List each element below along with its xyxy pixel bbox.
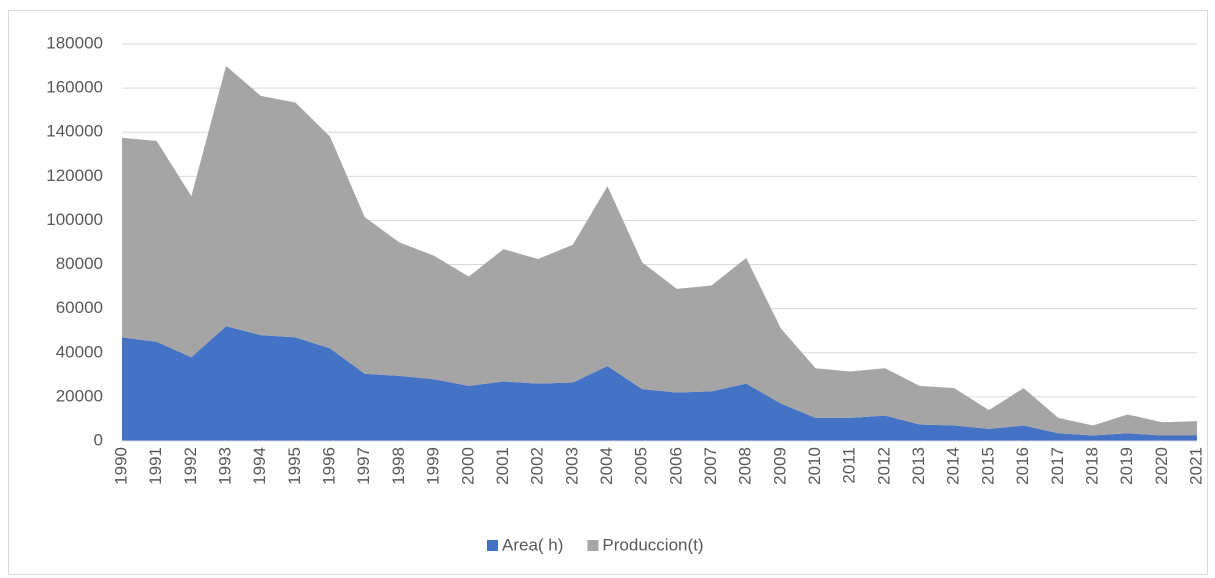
x-tick-label: 2010 — [805, 447, 824, 485]
x-tick-label: 2004 — [597, 447, 616, 485]
x-tick-label: 2021 — [1186, 447, 1205, 485]
y-tick-label: 60000 — [56, 298, 103, 317]
x-tick-label: 2020 — [1152, 447, 1171, 485]
x-tick-label: 1997 — [354, 447, 373, 485]
x-tick-label: 1993 — [216, 447, 235, 485]
x-tick-label: 1991 — [146, 447, 165, 485]
x-tick-label: 2001 — [493, 447, 512, 485]
y-tick-label: 80000 — [56, 254, 103, 273]
x-tick-label: 2012 — [874, 447, 893, 485]
y-tick-label: 120000 — [46, 166, 103, 185]
x-tick-label: 2016 — [1013, 447, 1032, 485]
x-tick-label: 2018 — [1082, 447, 1101, 485]
x-tick-label: 2009 — [770, 447, 789, 485]
x-tick-label: 2017 — [1048, 447, 1067, 485]
legend-swatch — [587, 540, 599, 551]
y-tick-label: 160000 — [46, 78, 103, 97]
x-tick-label: 2000 — [458, 447, 477, 485]
x-tick-label: 2003 — [562, 447, 581, 485]
x-tick-label: 2014 — [944, 447, 963, 485]
x-tick-label: 1995 — [285, 447, 304, 485]
x-tick-label: 1996 — [320, 447, 339, 485]
x-tick-label: 2008 — [736, 447, 755, 485]
x-tick-label: 1998 — [389, 447, 408, 485]
y-tick-label: 100000 — [46, 210, 103, 229]
x-tick-label: 1999 — [424, 447, 443, 485]
x-tick-label: 2005 — [632, 447, 651, 485]
y-tick-label: 40000 — [56, 342, 103, 361]
y-tick-label: 20000 — [56, 386, 103, 405]
y-tick-label: 180000 — [46, 33, 103, 52]
x-tick-label: 2011 — [840, 447, 859, 484]
area — [122, 326, 1197, 441]
legend-label: Produccion(t) — [602, 535, 703, 554]
y-tick-label: 140000 — [46, 122, 103, 141]
x-tick-label: 2013 — [909, 447, 928, 485]
x-tick-label: 2006 — [666, 447, 685, 485]
x-tick-label: 2015 — [978, 447, 997, 485]
x-tick-label: 1990 — [111, 447, 130, 485]
legend-swatch — [487, 540, 498, 551]
area — [122, 66, 1197, 436]
x-tick-label: 2019 — [1117, 447, 1136, 485]
x-tick-label: 2002 — [528, 447, 547, 485]
y-tick-label: 0 — [94, 430, 103, 449]
x-tick-label: 1992 — [181, 447, 200, 485]
x-tick-label: 2007 — [701, 447, 720, 485]
x-tick-label: 1994 — [250, 447, 269, 485]
legend-label: Area( h) — [502, 535, 563, 554]
